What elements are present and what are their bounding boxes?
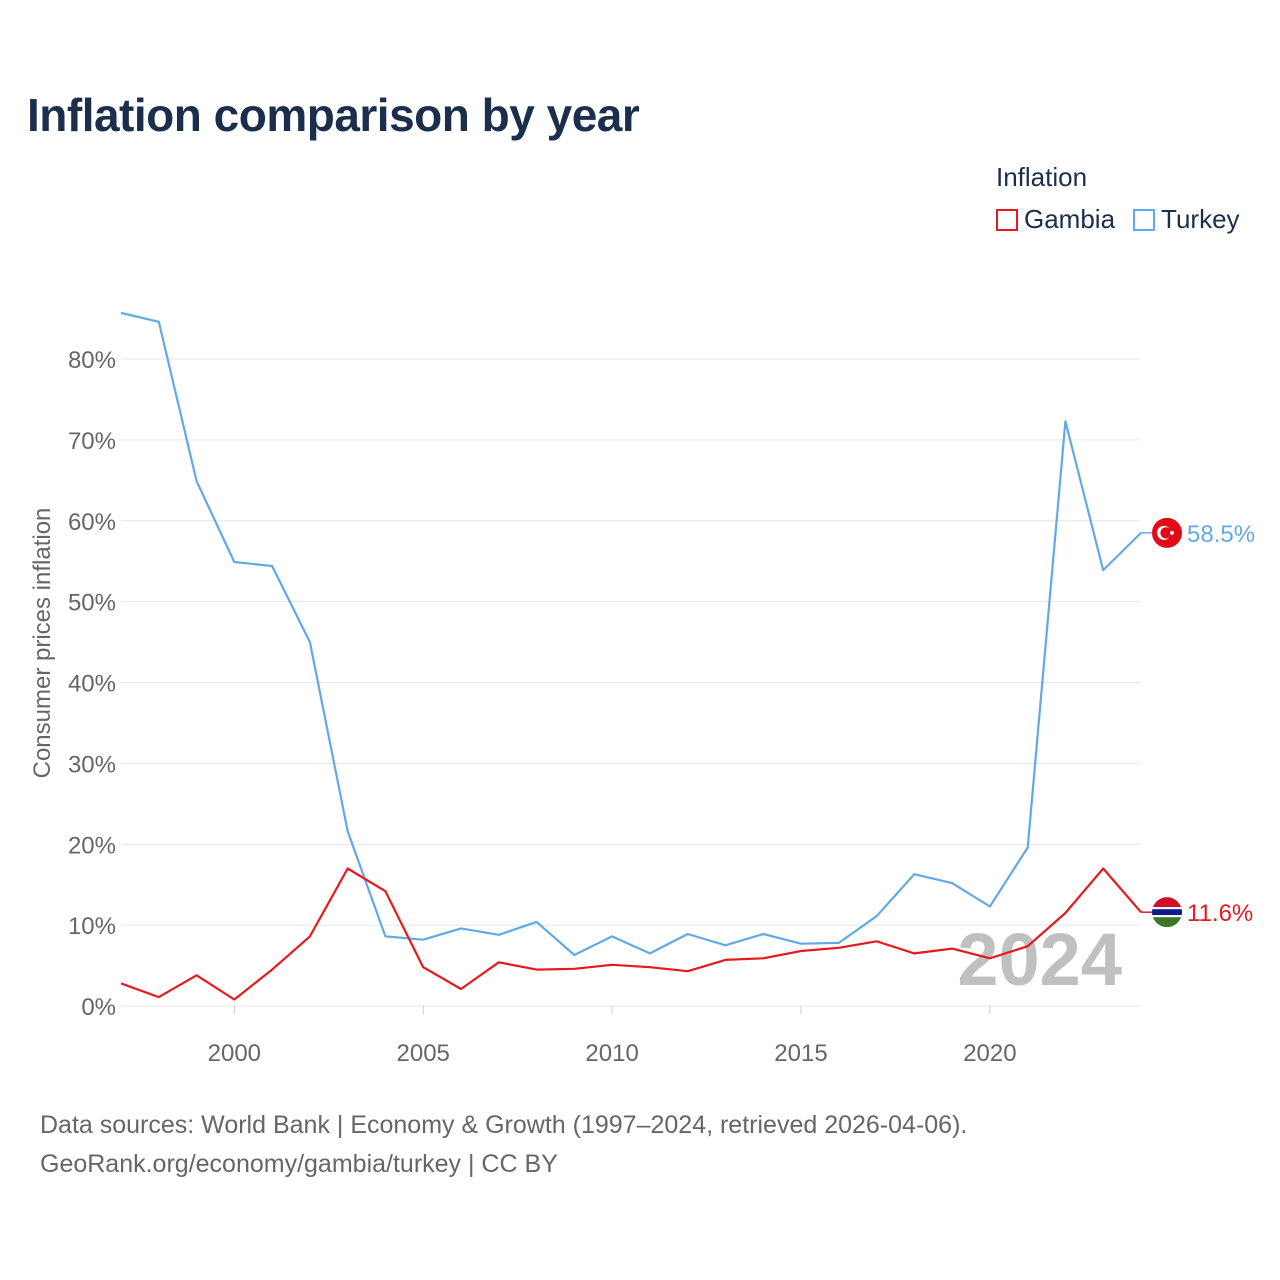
data-point-turkey <box>1062 418 1068 424</box>
data-point-gambia <box>911 950 917 956</box>
x-tick-label: 2015 <box>774 1040 827 1067</box>
data-point-turkey <box>685 931 691 937</box>
data-point-turkey <box>836 940 842 946</box>
data-point-turkey <box>1100 567 1106 573</box>
data-point-turkey <box>345 828 351 834</box>
data-point-gambia <box>987 955 993 961</box>
source-note: Data sources: World Bank | Economy & Gro… <box>40 1106 967 1184</box>
data-point-gambia <box>1100 866 1106 872</box>
end-label-gambia: 11.6% <box>1187 900 1253 927</box>
data-point-turkey <box>231 559 237 565</box>
data-point-gambia <box>194 972 200 978</box>
data-point-turkey <box>420 937 426 943</box>
data-point-gambia <box>231 997 237 1003</box>
data-point-turkey <box>874 913 880 919</box>
y-tick-label: 20% <box>68 832 116 859</box>
data-point-gambia <box>307 933 313 939</box>
y-tick-label: 70% <box>68 428 116 455</box>
data-point-turkey <box>609 933 615 939</box>
data-point-turkey <box>194 478 200 484</box>
data-point-gambia <box>382 888 388 894</box>
y-axis-label: Consumer prices inflation <box>29 508 56 779</box>
data-point-gambia <box>874 938 880 944</box>
data-point-gambia <box>420 964 426 970</box>
data-point-turkey <box>269 563 275 569</box>
legend: Gambia Turkey <box>996 204 1240 235</box>
legend-label-gambia: Gambia <box>1024 204 1116 234</box>
data-point-turkey <box>949 880 955 886</box>
y-tick-label: 30% <box>68 751 116 778</box>
data-point-turkey <box>534 919 540 925</box>
data-point-gambia <box>836 945 842 951</box>
chart-title: Inflation comparison by year <box>27 89 640 141</box>
legend-title: Inflation <box>996 162 1088 192</box>
data-point-turkey <box>458 925 464 931</box>
legend-swatch-turkey <box>1133 208 1156 231</box>
data-point-turkey <box>156 319 162 325</box>
source-line-2[interactable]: GeoRank.org/economy/gambia/turkey | CC B… <box>40 1150 558 1178</box>
source-line-1: Data sources: World Bank | Economy & Gro… <box>40 1111 968 1139</box>
data-point-gambia <box>345 866 351 872</box>
data-point-turkey <box>722 942 728 948</box>
data-point-gambia <box>458 986 464 992</box>
y-tick-label: 80% <box>68 347 116 374</box>
data-point-turkey <box>1138 530 1144 536</box>
data-point-gambia <box>118 980 124 986</box>
data-point-turkey <box>987 904 993 910</box>
data-point-turkey <box>798 941 804 947</box>
data-point-gambia <box>685 968 691 974</box>
data-point-gambia <box>647 964 653 970</box>
data-point-turkey <box>382 933 388 939</box>
y-tick-label: 60% <box>68 509 116 536</box>
data-point-gambia <box>798 948 804 954</box>
y-tick-label: 50% <box>68 590 116 617</box>
data-point-gambia <box>949 946 955 952</box>
year-watermark: 2024 <box>957 918 1122 1001</box>
data-point-turkey <box>496 932 502 938</box>
end-label-turkey: 58.5% <box>1187 521 1255 548</box>
data-point-turkey <box>760 931 766 937</box>
data-point-gambia <box>269 967 275 973</box>
data-point-turkey <box>647 950 653 956</box>
data-point-gambia <box>571 966 577 972</box>
turkey-flag-icon <box>1152 517 1182 548</box>
data-point-turkey <box>1025 844 1031 850</box>
y-tick-label: 0% <box>81 994 116 1021</box>
data-point-gambia <box>534 967 540 973</box>
x-tick-label: 2000 <box>208 1040 261 1067</box>
data-point-gambia <box>722 957 728 963</box>
data-point-turkey <box>118 310 124 316</box>
data-point-gambia <box>1025 943 1031 949</box>
x-tick-label: 2020 <box>963 1040 1016 1067</box>
data-point-turkey <box>307 639 313 645</box>
data-point-gambia <box>1062 910 1068 916</box>
y-tick-label: 40% <box>68 671 116 698</box>
legend-item-gambia[interactable]: Gambia <box>996 204 1115 235</box>
data-point-gambia <box>1138 909 1144 915</box>
data-point-gambia <box>760 955 766 961</box>
legend-item-turkey[interactable]: Turkey <box>1133 204 1240 235</box>
data-point-gambia <box>156 994 162 1000</box>
legend-label-turkey: Turkey <box>1161 204 1240 234</box>
data-point-turkey <box>911 871 917 877</box>
series-line-turkey <box>120 311 1142 957</box>
data-point-turkey <box>571 952 577 958</box>
x-tick-label: 2010 <box>585 1040 638 1067</box>
gambia-flag-icon <box>1152 897 1182 928</box>
series-line-gambia <box>120 867 1142 1001</box>
x-tick-label: 2005 <box>397 1040 450 1067</box>
data-point-gambia <box>496 959 502 965</box>
data-point-gambia <box>609 962 615 968</box>
y-tick-label: 10% <box>68 913 116 940</box>
legend-swatch-gambia <box>996 208 1018 231</box>
